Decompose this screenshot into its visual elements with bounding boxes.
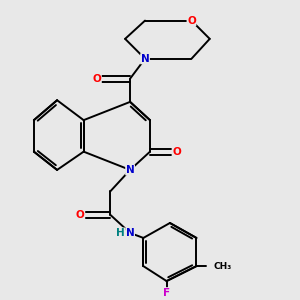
Text: O: O xyxy=(92,74,101,84)
Text: O: O xyxy=(76,210,85,220)
Text: H: H xyxy=(116,228,124,238)
Text: O: O xyxy=(172,147,181,157)
Text: N: N xyxy=(126,228,134,238)
Text: F: F xyxy=(163,288,170,298)
Text: O: O xyxy=(187,16,196,26)
Text: N: N xyxy=(141,54,149,64)
Text: N: N xyxy=(126,165,134,175)
Text: CH₃: CH₃ xyxy=(213,262,231,271)
